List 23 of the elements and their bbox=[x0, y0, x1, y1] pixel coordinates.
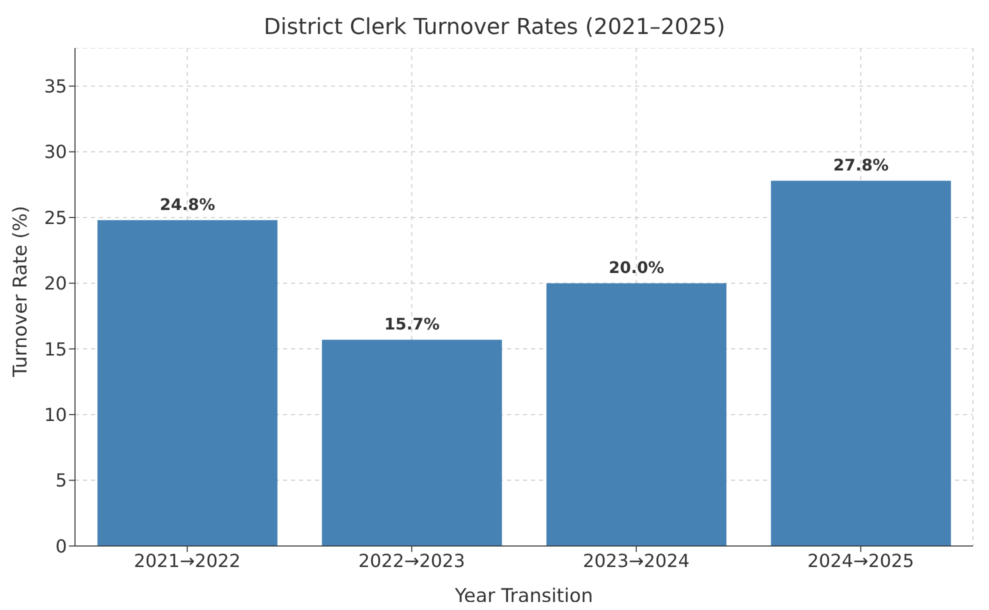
x-tick-label: 2023→2024 bbox=[582, 550, 690, 572]
y-tick-label: 10 bbox=[44, 404, 67, 426]
y-axis-title: Turnover Rate (%) bbox=[10, 206, 32, 378]
x-tick-label: 2021→2022 bbox=[134, 550, 241, 572]
data-label: 15.7% bbox=[384, 314, 440, 334]
bar bbox=[546, 283, 726, 546]
y-tick-label: 20 bbox=[44, 274, 67, 295]
bar bbox=[770, 180, 951, 546]
bar bbox=[97, 220, 278, 546]
data-label: 20.0% bbox=[608, 258, 664, 278]
y-tick-label: 25 bbox=[44, 208, 67, 229]
x-axis-title: Year Transition bbox=[454, 585, 594, 607]
y-tick-label: 0 bbox=[56, 536, 67, 558]
y-tick-label: 35 bbox=[44, 76, 67, 98]
data-label: 24.8% bbox=[160, 195, 216, 214]
data-label: 27.8% bbox=[833, 156, 889, 175]
y-tick-label: 5 bbox=[56, 470, 67, 492]
x-tick-label: 2024→2025 bbox=[807, 550, 914, 572]
bar bbox=[322, 340, 502, 546]
x-tick-label: 2022→2023 bbox=[358, 550, 466, 572]
y-tick-label: 15 bbox=[44, 339, 67, 360]
chart-title: District Clerk Turnover Rates (2021–2025) bbox=[262, 14, 726, 42]
y-tick-label: 30 bbox=[44, 142, 67, 164]
